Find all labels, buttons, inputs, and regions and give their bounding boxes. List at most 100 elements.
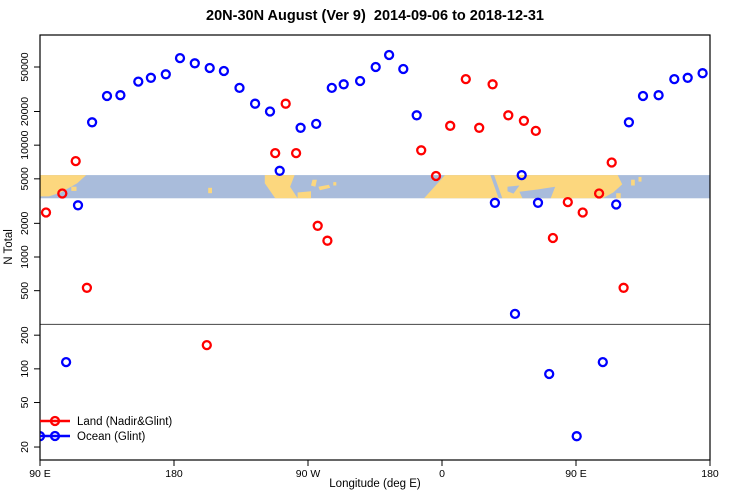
map-band-land xyxy=(424,175,623,199)
data-point xyxy=(218,65,230,77)
map-band-ocean-notch xyxy=(507,185,520,194)
map-band-land xyxy=(40,175,87,197)
data-point xyxy=(606,157,617,168)
y-tick-label: 20 xyxy=(19,441,31,453)
data-point xyxy=(115,90,126,101)
data-point xyxy=(593,188,605,199)
data-point xyxy=(460,73,471,85)
y-tick-label: 100 xyxy=(19,360,31,378)
data-point xyxy=(618,282,629,293)
data-point xyxy=(530,125,541,137)
data-point xyxy=(577,207,588,218)
y-axis-title: N Total xyxy=(3,229,15,265)
data-point xyxy=(86,117,98,128)
data-point xyxy=(322,235,333,246)
data-point xyxy=(354,75,366,87)
x-tick-label: 180 xyxy=(165,468,183,480)
y-tick-label: 2000 xyxy=(19,211,31,235)
map-band-land xyxy=(297,191,311,199)
data-point xyxy=(234,82,245,94)
data-point xyxy=(509,308,521,320)
map-band-land xyxy=(333,182,337,186)
map-band-land xyxy=(311,179,317,187)
data-point xyxy=(653,90,664,101)
data-point xyxy=(145,72,157,83)
x-tick-label: 90 E xyxy=(29,468,51,480)
data-point xyxy=(40,207,52,218)
data-point xyxy=(264,106,276,117)
data-point xyxy=(81,282,93,293)
data-point xyxy=(416,145,427,156)
map-band-land xyxy=(71,186,77,191)
data-point xyxy=(669,73,680,85)
x-tick-label: 180 xyxy=(701,468,719,480)
map-band-land xyxy=(318,184,331,191)
map-band-land xyxy=(208,187,212,194)
y-tick-label: 50 xyxy=(19,397,31,409)
y-tick-label: 500 xyxy=(19,282,31,300)
y-tick-label: 1000 xyxy=(19,245,31,269)
x-tick-label: 90 W xyxy=(296,468,321,480)
data-point xyxy=(70,155,81,167)
data-point xyxy=(326,82,337,94)
data-point xyxy=(370,61,381,73)
data-point xyxy=(338,79,349,90)
data-point xyxy=(445,120,456,131)
x-axis-title: Longitude (deg E) xyxy=(329,478,421,490)
data-point xyxy=(189,58,200,69)
data-point xyxy=(411,110,422,121)
y-tick-label: 50000 xyxy=(19,52,31,81)
data-point xyxy=(60,356,72,368)
data-point xyxy=(274,165,285,176)
data-point xyxy=(532,197,544,208)
data-point xyxy=(383,49,395,61)
legend-label: Ocean (Glint) xyxy=(77,431,146,443)
data-point xyxy=(487,79,498,90)
data-point xyxy=(101,90,113,102)
data-point xyxy=(623,117,635,128)
data-point xyxy=(518,115,530,126)
data-point xyxy=(290,147,302,159)
data-point xyxy=(544,368,555,380)
y-tick-label: 200 xyxy=(19,326,31,344)
map-band-ocean-notch xyxy=(519,186,556,199)
data-point xyxy=(489,197,501,208)
data-point xyxy=(474,122,485,133)
data-point xyxy=(280,98,291,109)
data-point xyxy=(312,220,323,231)
data-point xyxy=(637,90,649,102)
map-band-land xyxy=(264,175,298,199)
data-point xyxy=(72,200,84,211)
data-point xyxy=(249,98,261,109)
y-tick-label: 10000 xyxy=(19,130,31,159)
data-point xyxy=(547,232,559,244)
legend-marker xyxy=(49,415,61,427)
data-point xyxy=(611,199,622,210)
data-point xyxy=(597,356,608,368)
legend-label: Land (Nadir&Glint) xyxy=(77,416,172,428)
y-tick-label: 5000 xyxy=(19,167,31,191)
map-band-land xyxy=(631,179,635,186)
data-point xyxy=(430,170,442,182)
series-ocean xyxy=(40,49,708,442)
data-point xyxy=(160,69,171,80)
x-tick-label: 90 E xyxy=(565,468,587,480)
data-point xyxy=(516,169,527,181)
data-point xyxy=(697,68,708,79)
data-point xyxy=(503,110,514,121)
data-point xyxy=(57,188,68,199)
data-point xyxy=(295,122,306,133)
map-band-land xyxy=(638,176,642,182)
map-band-ocean-notch xyxy=(490,175,503,199)
map-band-land xyxy=(616,193,621,199)
plot-frame xyxy=(39,34,711,461)
data-point xyxy=(270,147,281,159)
data-point xyxy=(174,52,186,64)
x-tick-label: 0 xyxy=(439,468,445,480)
y-tick-label: 20000 xyxy=(19,97,31,126)
data-point xyxy=(201,339,212,351)
series-land xyxy=(40,73,629,351)
data-point xyxy=(311,118,322,130)
data-point xyxy=(133,76,144,87)
